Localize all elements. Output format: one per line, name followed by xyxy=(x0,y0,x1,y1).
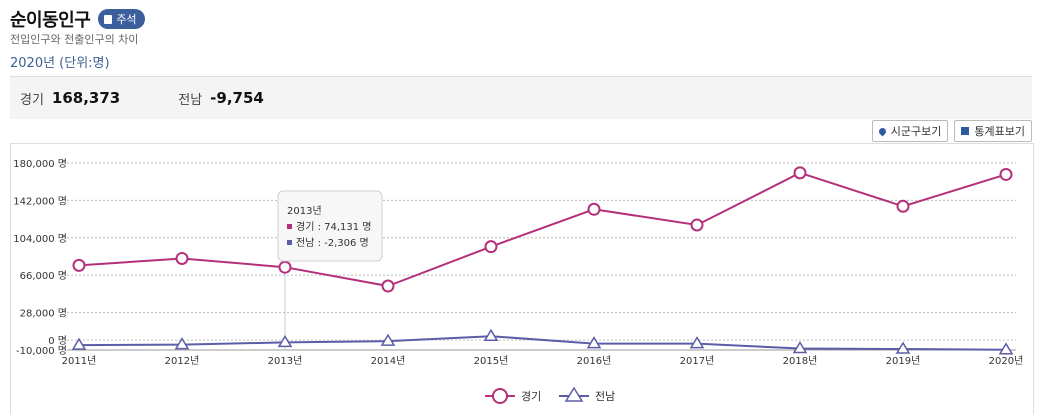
table-view-label: 통계표보기 xyxy=(974,125,1025,138)
x-tick-label: 2015년 xyxy=(474,355,509,367)
x-tick-label: 2020년 xyxy=(989,355,1024,367)
data-point xyxy=(175,251,189,265)
tooltip-swatch-2 xyxy=(287,240,292,245)
data-point xyxy=(483,328,499,341)
title-row: 순이동인구 주석 xyxy=(10,6,145,32)
map-view-label: 시군구보기 xyxy=(890,125,942,138)
region2-label: 전남 xyxy=(178,92,203,108)
x-tick-label: 2012년 xyxy=(165,355,200,367)
page-title: 순이동인구 xyxy=(10,10,91,31)
chart-legend: 경기 전남 xyxy=(485,386,615,404)
data-point xyxy=(278,260,292,274)
y-tick-label: 104,000 명 xyxy=(13,233,67,245)
y-tick-label: -10,000 명 xyxy=(16,345,67,357)
note-label: 주석 xyxy=(116,13,137,26)
x-tick-label: 2016년 xyxy=(577,355,612,367)
summary-bar: 경기 168,373 전남 -9,754 xyxy=(10,76,1032,119)
y-tick-label: 66,000 명 xyxy=(20,270,67,282)
y-tick-label: 180,000 명 xyxy=(13,158,67,170)
data-point xyxy=(484,240,498,254)
data-point xyxy=(587,202,601,216)
data-point xyxy=(896,199,910,213)
tooltip-box xyxy=(277,190,383,262)
y-tick-label: 0 명 xyxy=(48,335,67,347)
tooltip-swatch-1 xyxy=(287,224,292,229)
region1-label: 경기 xyxy=(20,92,44,108)
region2-value: -9,754 xyxy=(210,89,264,107)
x-tick-label: 2018년 xyxy=(783,355,818,367)
chart-grid xyxy=(67,162,1016,351)
data-point xyxy=(381,279,395,293)
data-point xyxy=(586,336,602,349)
chart-tooltip: 2013년 경기 : 74,131 명 전남 : -2,306 명 xyxy=(277,190,383,262)
x-tick-label: 2013년 xyxy=(268,355,303,367)
x-axis-labels: 2011년 2012년 2013년 2014년 2015년 2016년 2017년 2018년… xyxy=(62,355,1024,367)
x-tick-label: 2011년 xyxy=(62,355,97,367)
data-point xyxy=(380,333,396,346)
tooltip-line-1: 경기 : 74,131 명 xyxy=(296,220,372,233)
region1-value: 168,373 xyxy=(51,89,121,107)
series-line-1 xyxy=(78,171,1007,288)
data-point xyxy=(690,218,704,232)
y-tick-label: 28,000 명 xyxy=(20,308,67,320)
page-subtitle: 전입인구와 전출인구의 차이 xyxy=(10,33,139,46)
y-tick-label: 142,000 명 xyxy=(13,195,67,207)
data-point xyxy=(895,341,911,354)
table-view-button[interactable]: 통계표보기 xyxy=(954,120,1032,142)
data-point xyxy=(174,337,190,350)
legend-marker xyxy=(492,388,508,404)
data-point xyxy=(277,334,293,348)
y-axis-labels: 180,000 명 142,000 명 104,000 명 66,000 명 28,00… xyxy=(13,158,67,357)
data-point xyxy=(999,167,1013,181)
table-icon xyxy=(961,127,970,135)
x-tick-label: 2014년 xyxy=(371,355,406,367)
map-view-button[interactable]: 시군구보기 xyxy=(871,120,949,142)
series-line-2 xyxy=(78,335,1007,351)
legend-label: 전남 xyxy=(595,390,615,403)
data-point xyxy=(72,258,86,272)
data-point xyxy=(793,166,807,180)
data-point xyxy=(71,337,87,350)
data-point xyxy=(689,336,705,349)
tooltip-year: 2013년 xyxy=(287,205,322,217)
year-unit: 2020년 (단위:명) xyxy=(10,56,110,71)
document-icon xyxy=(104,14,113,24)
tooltip-line-2: 전남 : -2,306 명 xyxy=(296,237,369,249)
chart-series xyxy=(71,166,1014,355)
data-point xyxy=(998,342,1014,355)
data-point xyxy=(792,341,808,354)
chart-container xyxy=(10,143,1034,414)
x-tick-label: 2017년 xyxy=(680,355,715,367)
x-tick-label: 2019년 xyxy=(886,355,921,367)
legend-marker xyxy=(564,386,584,402)
legend-label: 경기 xyxy=(521,390,541,403)
view-buttons: 시군구보기 통계표보기 xyxy=(871,120,1032,142)
note-button[interactable]: 주석 xyxy=(98,9,145,29)
